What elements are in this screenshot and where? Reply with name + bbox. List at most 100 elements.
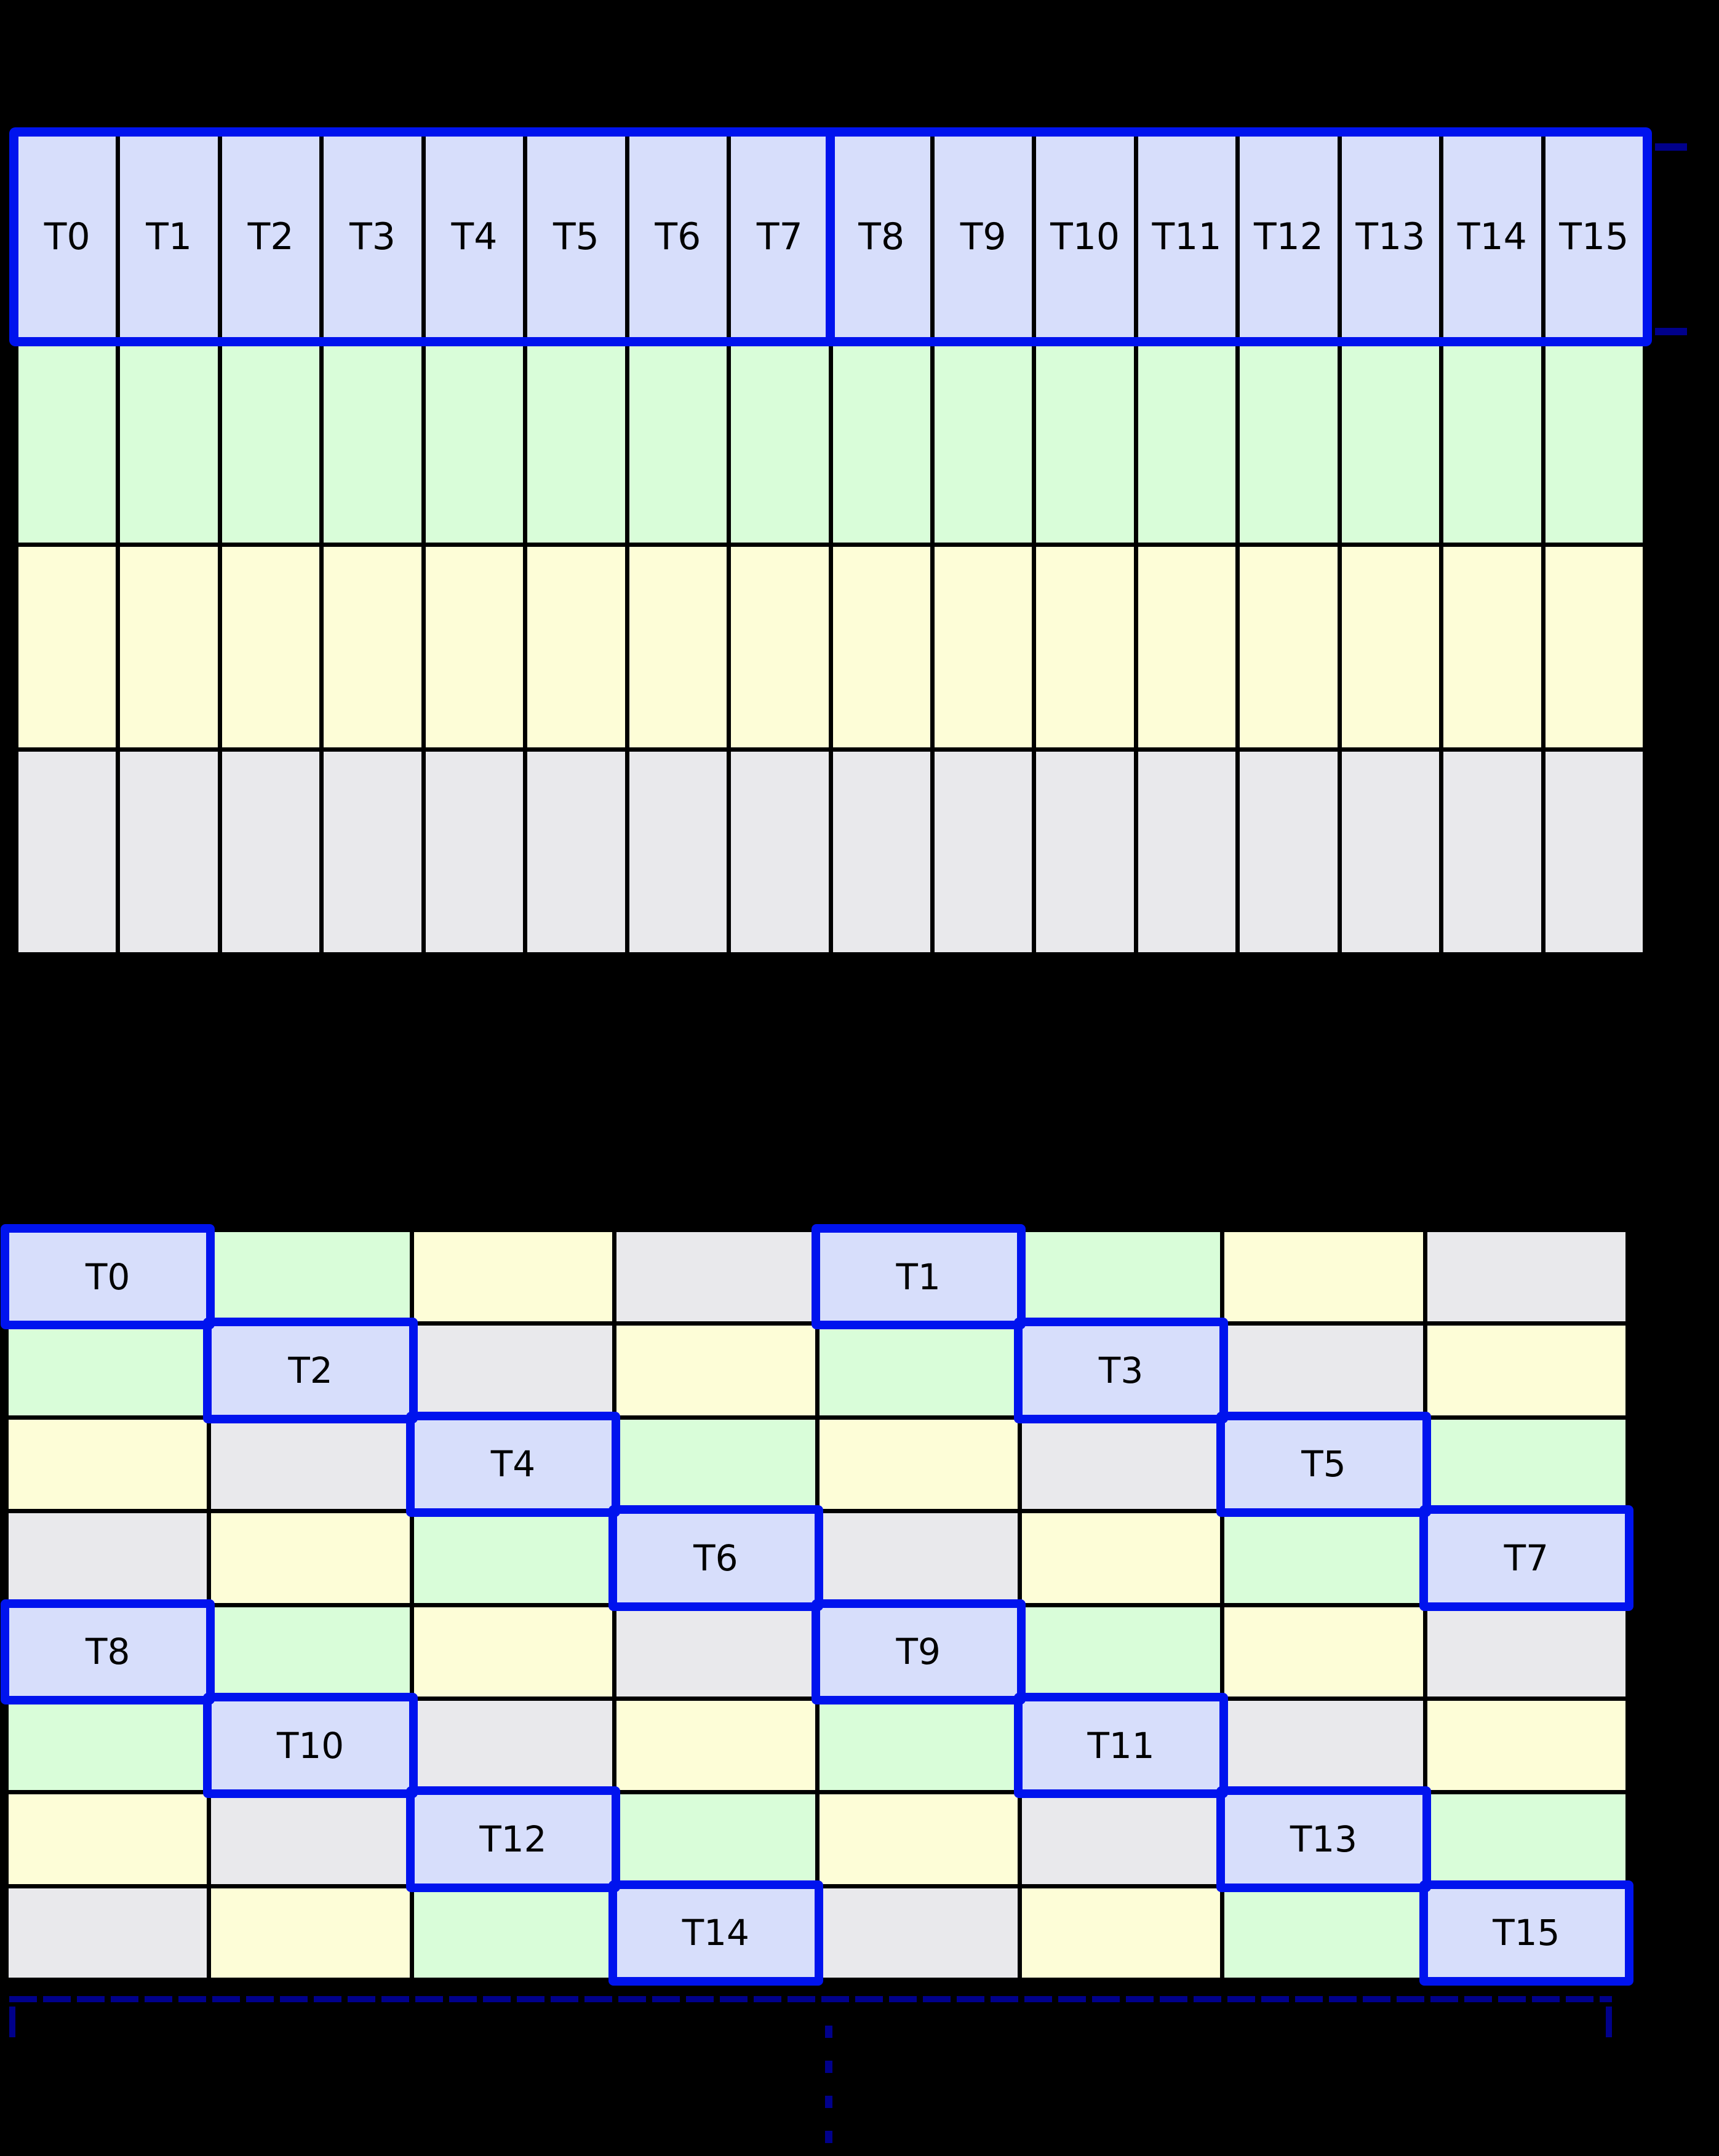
thread-cell-T8: T8 <box>832 137 930 338</box>
bottom-grid-cell <box>9 1326 207 1415</box>
bottom-grid-cell <box>9 1513 207 1603</box>
bottom-grid-cell <box>1427 1419 1625 1510</box>
thread-cell-T11: T11 <box>1013 1692 1229 1799</box>
thread-cell-T13: T13 <box>1341 137 1440 338</box>
bottom-grid-cell <box>616 1700 815 1791</box>
bottom-grid-cell <box>1021 1888 1221 1978</box>
thread-cell-T12: T12 <box>405 1786 621 1892</box>
thread-label: T7 <box>1504 1537 1549 1579</box>
top-grid-cell <box>120 751 218 952</box>
thread-cell-T15: T15 <box>1545 137 1643 338</box>
bottom-grid-cell <box>616 1326 815 1415</box>
bracket-left-drop <box>9 2007 15 2037</box>
top-grid-cell <box>1240 341 1338 543</box>
top-grid-cell <box>1240 546 1338 747</box>
top-grid-cell <box>1036 546 1134 747</box>
bottom-grid-cell <box>1021 1513 1221 1603</box>
thread-cell-T7: T7 <box>1419 1505 1633 1611</box>
bottom-grid-cell <box>9 1794 207 1884</box>
top-grid-cell <box>324 751 421 952</box>
bottom-grid-cell <box>1021 1794 1221 1884</box>
bottom-grid-cell <box>9 1419 207 1510</box>
thread-cell-T10: T10 <box>1036 137 1134 338</box>
bracket-bottom-tick <box>1655 328 1687 335</box>
thread-cell-T4: T4 <box>425 137 524 338</box>
bottom-grid-cell <box>9 1888 207 1978</box>
bottom-grid-cell <box>211 1888 410 1978</box>
thread-cell-T9: T9 <box>934 137 1032 338</box>
thread-label: T15 <box>1559 215 1629 259</box>
thread-label: T11 <box>1152 215 1222 259</box>
bottom-grid-cell <box>413 1232 613 1322</box>
thread-label: T14 <box>1457 215 1527 259</box>
thread-label: T4 <box>490 1443 536 1486</box>
thread-label: T8 <box>86 1631 130 1673</box>
bottom-grid-cell <box>819 1794 1018 1884</box>
bottom-grid-cell <box>413 1700 613 1791</box>
thread-label: T7 <box>756 215 803 259</box>
thread-cell-T15: T15 <box>1419 1880 1633 1986</box>
top-grid-cell <box>629 546 727 747</box>
thread-cell-T3: T3 <box>1013 1318 1229 1423</box>
bottom-grid-cell <box>1427 1607 1625 1697</box>
thread-cell-T8: T8 <box>1 1599 215 1705</box>
bottom-grid-cell <box>1427 1794 1625 1884</box>
top-grid-cell <box>425 546 524 747</box>
thread-label: T9 <box>896 1631 941 1673</box>
bottom-grid-cell <box>819 1419 1018 1510</box>
thread-label: T10 <box>276 1724 345 1767</box>
thread-label: T8 <box>858 215 905 259</box>
top-grid-cell <box>731 341 829 543</box>
bottom-grid-cell <box>211 1607 410 1697</box>
thread-label: T6 <box>693 1537 738 1579</box>
thread-label: T3 <box>349 215 396 259</box>
thread-label: T0 <box>86 1255 130 1298</box>
bottom-grid: T0 T1 T2 T3 T4 T5 T6 T7 T8 T9 T10 T11 T12 T13 T14 T15 <box>1 1224 1633 1986</box>
top-grid-cell <box>1443 546 1541 747</box>
top-grid-cell <box>527 546 625 747</box>
thread-cell-T13: T13 <box>1216 1786 1431 1892</box>
bottom-grid-cell <box>819 1326 1018 1415</box>
top-grid-cell <box>324 546 421 747</box>
top-grid-cell <box>629 751 727 952</box>
top-grid-cell <box>1341 751 1440 952</box>
thread-label: T0 <box>44 215 90 259</box>
top-grid-cell <box>18 546 116 747</box>
thread-label: T1 <box>896 1255 941 1298</box>
thread-label: T5 <box>552 215 599 259</box>
thread-label: T13 <box>1290 1818 1358 1860</box>
top-grid-cell <box>1341 546 1440 747</box>
bottom-grid-cell <box>819 1888 1018 1978</box>
thread-cell-T7: T7 <box>731 137 829 338</box>
bottom-grid-cell <box>616 1607 815 1697</box>
thread-cell-T0: T0 <box>1 1224 215 1330</box>
top-grid-cell <box>1036 751 1134 952</box>
thread-cell-T2: T2 <box>221 137 320 338</box>
bottom-grid-cell <box>413 1326 613 1415</box>
top-grid-cell <box>120 341 218 543</box>
top-grid-cell <box>527 751 625 952</box>
top-grid-cell <box>731 546 829 747</box>
thread-label: T14 <box>682 1912 749 1954</box>
thread-label: T4 <box>451 215 498 259</box>
top-grid-cell <box>221 341 320 543</box>
bottom-grid-cell <box>9 1700 207 1791</box>
top-grid-cell <box>18 341 116 543</box>
bottom-grid-cell <box>1224 1513 1423 1603</box>
top-grid-cell <box>1138 341 1236 543</box>
bottom-grid-cell <box>1224 1700 1423 1791</box>
thread-label: T5 <box>1301 1443 1346 1486</box>
bottom-grid-cell <box>211 1232 410 1322</box>
top-grid-cell <box>425 341 524 543</box>
bottom-grid-cell <box>1021 1607 1221 1697</box>
thread-label: T12 <box>479 1818 547 1860</box>
top-grid-cell <box>1443 751 1541 952</box>
top-grid-cell <box>1545 751 1643 952</box>
thread-cell-T1: T1 <box>811 1224 1026 1330</box>
continuation-ellipsis-icon <box>825 2026 832 2149</box>
top-grid-cell <box>1240 751 1338 952</box>
bottom-grid-cell <box>819 1513 1018 1603</box>
top-grid-cell <box>527 341 625 543</box>
thread-label: T10 <box>1050 215 1120 259</box>
bracket-horizontal-dashed-line <box>9 1996 1612 2002</box>
